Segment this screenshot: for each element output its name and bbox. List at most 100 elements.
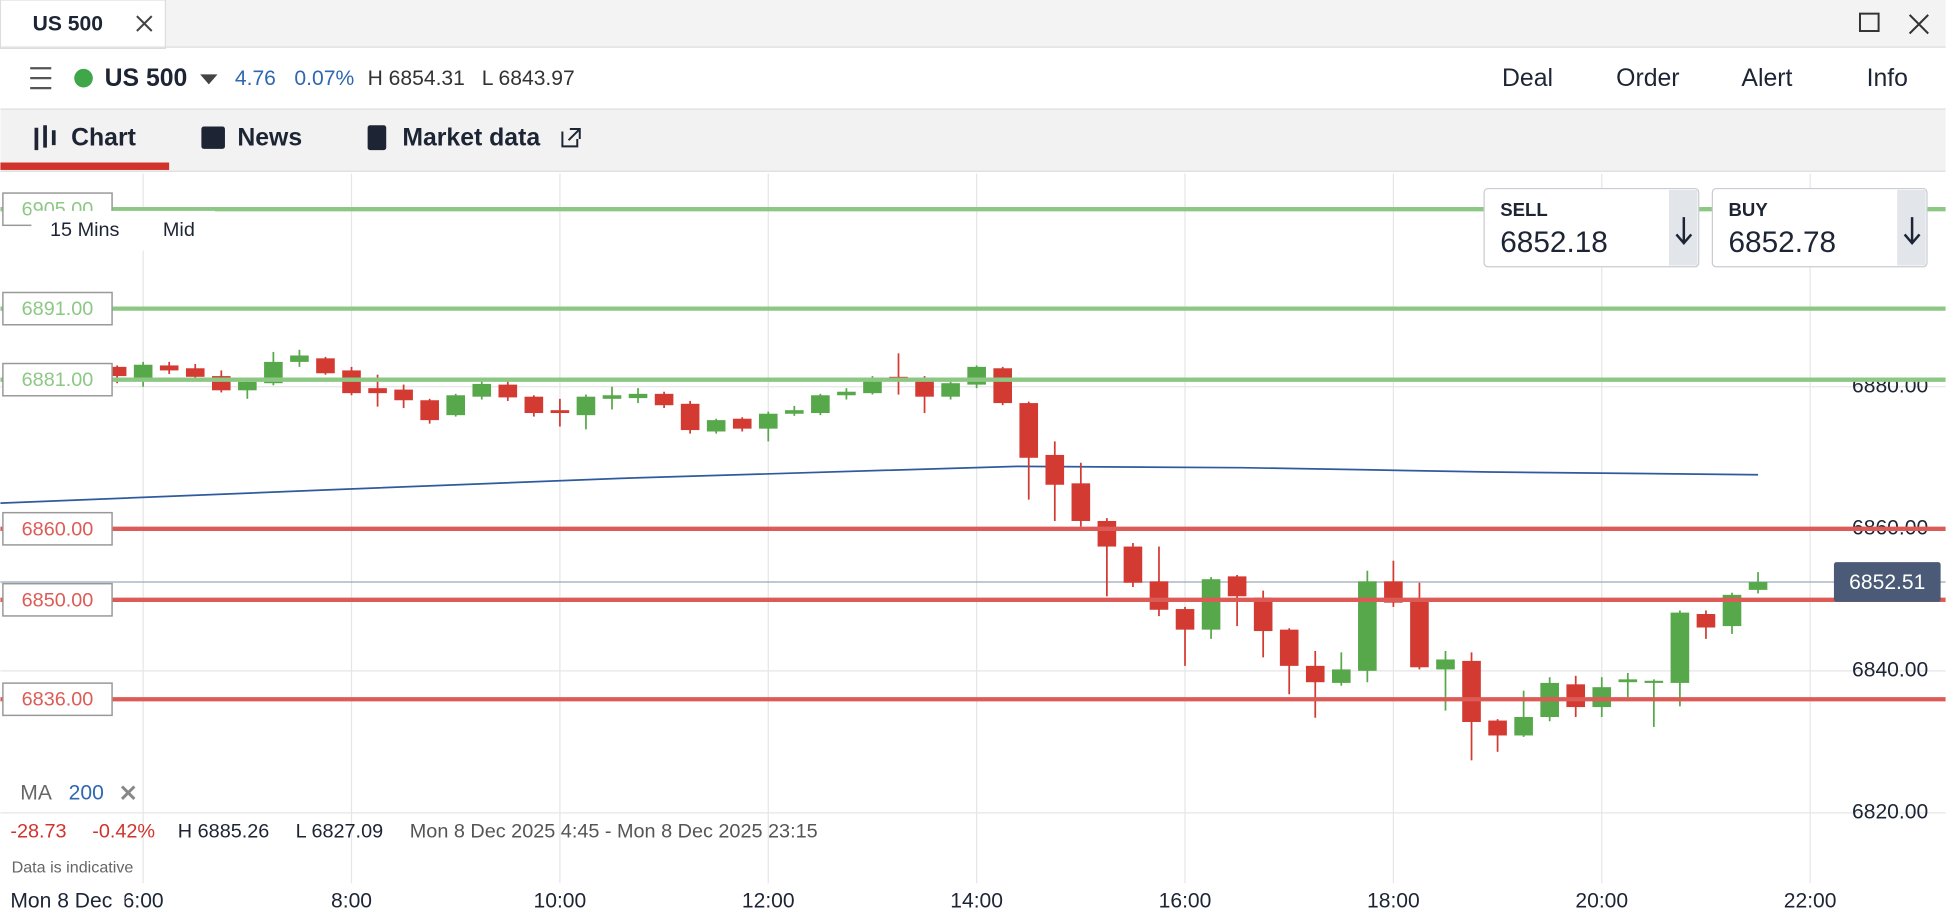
candle-body bbox=[1410, 599, 1429, 668]
status-dot bbox=[74, 68, 93, 88]
chart-icon bbox=[34, 125, 56, 151]
candle-body bbox=[472, 383, 492, 397]
indicator-name: MA bbox=[20, 782, 53, 805]
candle-body bbox=[238, 381, 257, 391]
candle-body bbox=[1384, 581, 1403, 603]
candle-body bbox=[706, 420, 726, 432]
nav-tab[interactable]: Market data bbox=[402, 124, 540, 151]
level-label: 6850.00 bbox=[22, 589, 94, 611]
high: H 6854.31 bbox=[368, 67, 465, 90]
level-label-box bbox=[2, 511, 113, 546]
date: Mon 8 Dec bbox=[10, 889, 112, 912]
price-type[interactable]: Mid bbox=[163, 219, 195, 241]
sell-button[interactable] bbox=[1483, 187, 1700, 268]
low: L 6843.97 bbox=[482, 67, 575, 90]
x-tick-label: 10:00 bbox=[534, 889, 587, 912]
overlay: 15 Mins Mid SELL 6852.18 BUY 6852.78 MA … bbox=[0, 187, 1928, 918]
menu[interactable] bbox=[30, 67, 52, 90]
action-button[interactable]: Order bbox=[1616, 65, 1679, 92]
level-label: 6860.00 bbox=[22, 518, 94, 540]
candle-body bbox=[420, 400, 439, 421]
candle-body bbox=[993, 368, 1012, 404]
y-tick-label: 6820.00 bbox=[1852, 800, 1928, 823]
remove-indicator[interactable] bbox=[120, 785, 136, 800]
x-tick-label: 22:00 bbox=[1784, 889, 1837, 912]
candle-body bbox=[1123, 546, 1143, 583]
candle-body bbox=[602, 395, 622, 399]
buy-button[interactable] bbox=[1711, 187, 1928, 268]
candle-body bbox=[654, 393, 674, 406]
instrument[interactable]: US 500 bbox=[105, 65, 188, 92]
candle-body bbox=[1201, 579, 1221, 630]
sell-arrow bbox=[1675, 217, 1693, 246]
candle-body bbox=[1514, 717, 1533, 736]
level-label: 6891.00 bbox=[22, 298, 94, 320]
x-tick-label: 16:00 bbox=[1159, 889, 1212, 912]
nav-tab[interactable]: News bbox=[237, 124, 302, 151]
note: Data is indicative bbox=[12, 859, 134, 877]
level-label-box bbox=[2, 362, 113, 397]
candle-body bbox=[1175, 609, 1195, 630]
y-tick-label: 6840.00 bbox=[1852, 658, 1928, 681]
tab-bar bbox=[0, 0, 1946, 48]
candle-body bbox=[1019, 403, 1039, 458]
market-icon bbox=[367, 125, 387, 151]
action-button[interactable]: Alert bbox=[1741, 65, 1792, 92]
buy-price: 6852.78 bbox=[1728, 226, 1836, 259]
candle-body bbox=[1305, 665, 1325, 683]
close-window[interactable] bbox=[1908, 14, 1929, 35]
candle-body bbox=[524, 396, 544, 414]
action-button[interactable]: Info bbox=[1867, 65, 1908, 92]
candle-body bbox=[1045, 454, 1065, 485]
candle-body bbox=[107, 366, 127, 377]
level-label: 6836.00 bbox=[22, 689, 94, 711]
candle-body bbox=[498, 384, 518, 398]
candle-body bbox=[628, 393, 648, 399]
candle-body bbox=[1462, 660, 1481, 722]
level-label-box bbox=[2, 291, 113, 326]
plot-area: 6:00 8:00 10:00 12:00 14:00 16:00 18:00 20:00 22… bbox=[0, 173, 1946, 912]
last-price: 6852.51 bbox=[1849, 571, 1925, 594]
candle-body bbox=[1618, 679, 1638, 683]
change: 4.76 bbox=[235, 67, 276, 90]
action-button[interactable]: Deal bbox=[1502, 65, 1553, 92]
candle-body bbox=[316, 358, 335, 374]
close-tab[interactable] bbox=[136, 15, 153, 32]
buy-arrow bbox=[1903, 217, 1921, 246]
candle-body bbox=[576, 396, 596, 416]
candle-body bbox=[680, 403, 700, 431]
nav-bar bbox=[0, 109, 1946, 172]
sell-price: 6852.18 bbox=[1500, 226, 1608, 259]
x-tick-label: 20:00 bbox=[1575, 889, 1628, 912]
candle-body bbox=[1488, 720, 1507, 736]
change-pct: 0.07% bbox=[294, 67, 354, 90]
last-price-tag bbox=[1833, 562, 1941, 602]
level-label-box bbox=[2, 582, 113, 617]
candle-body bbox=[1279, 629, 1299, 666]
tab[interactable] bbox=[0, 0, 167, 50]
candle-body bbox=[1071, 483, 1091, 521]
candle-body bbox=[1436, 659, 1455, 670]
nav-tab[interactable]: Chart bbox=[71, 124, 136, 151]
news-icon bbox=[201, 126, 225, 149]
dropdown[interactable] bbox=[200, 74, 218, 85]
candle-body bbox=[732, 418, 752, 429]
candle-body bbox=[1227, 576, 1247, 597]
interval[interactable]: 15 Mins bbox=[50, 219, 120, 241]
maximize[interactable] bbox=[1858, 12, 1880, 33]
summary-low: L 6827.09 bbox=[296, 821, 383, 843]
x-tick-label: 18:00 bbox=[1367, 889, 1420, 912]
date-box bbox=[0, 885, 125, 918]
x-tick-label: 12:00 bbox=[742, 889, 795, 912]
interval-box[interactable] bbox=[31, 210, 216, 251]
candle-body bbox=[1149, 581, 1169, 610]
candle-body bbox=[1358, 581, 1377, 671]
candle-body bbox=[785, 410, 804, 414]
candle-body bbox=[1644, 680, 1664, 683]
candle-body bbox=[133, 364, 153, 380]
sell-label: SELL bbox=[1500, 199, 1548, 220]
candle-body bbox=[290, 355, 309, 362]
candle-body bbox=[915, 378, 934, 397]
